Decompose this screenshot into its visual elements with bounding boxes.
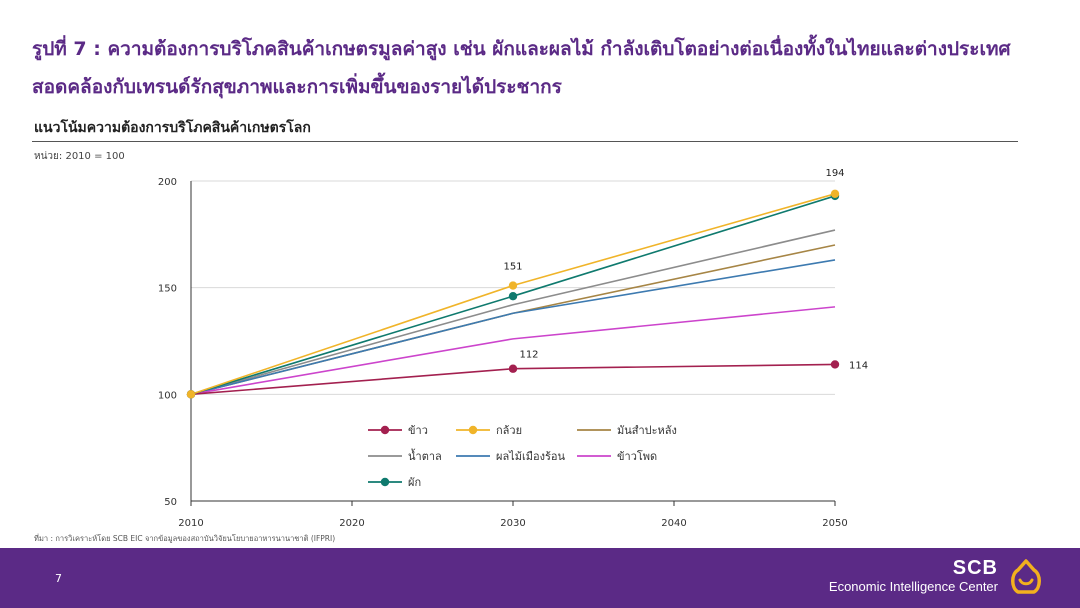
- legend-item: ผลไม้เมืองร้อน: [456, 450, 565, 463]
- y-tick-label: 50: [164, 497, 177, 508]
- unit-label: หน่วย: 2010 = 100: [34, 151, 125, 162]
- legend-item: ข้าวโพด: [577, 449, 657, 463]
- series-line-4: [190, 259, 836, 396]
- brand-block: SCB Economic Intelligence Center: [829, 558, 998, 596]
- brand-name: SCB: [952, 557, 998, 579]
- series-line-3: [190, 229, 836, 396]
- legend-item: ข้าว: [368, 424, 428, 437]
- legend-label: ข้าว: [408, 424, 428, 437]
- data-point-1: [186, 390, 196, 399]
- data-label: 114: [849, 360, 868, 371]
- x-tick-label: 2050: [822, 518, 847, 529]
- x-tick-label: 2030: [500, 518, 525, 529]
- data-label: 194: [825, 168, 844, 179]
- legend-marker: [468, 425, 478, 435]
- legend-marker: [380, 477, 390, 487]
- legend-label: มันสำปะหลัง: [617, 424, 677, 437]
- legend-item: น้ำตาล: [368, 448, 442, 463]
- data-label: 112: [519, 350, 538, 361]
- page-number: 7: [55, 572, 62, 585]
- legend-label: น้ำตาล: [408, 448, 442, 463]
- source-note: ที่มา : การวิเคราะห์โดย SCB EIC จากข้อมู…: [34, 534, 336, 543]
- scb-logo-icon: [1011, 559, 1041, 594]
- chart-title: แนวโน้มความต้องการบริโภคสินค้าเกษตรโลก: [34, 120, 311, 136]
- x-tick-label: 2040: [661, 518, 686, 529]
- brand-subtitle: Economic Intelligence Center: [828, 579, 998, 594]
- legend-item: ผัก: [368, 476, 421, 489]
- legend-item: มันสำปะหลัง: [577, 424, 677, 437]
- title-divider: [32, 141, 1018, 142]
- line-chart: 50 100 150 200 2010 2020 2030 2040 2050 194 151 112…: [158, 168, 868, 529]
- legend-label: ผลไม้เมืองร้อน: [496, 450, 565, 463]
- series-line-5: [190, 306, 836, 396]
- y-tick-label: 200: [158, 177, 177, 188]
- data-point-0: [508, 364, 518, 373]
- y-tick-label: 100: [158, 390, 177, 401]
- legend-marker: [380, 425, 390, 435]
- data-point-6: [508, 292, 518, 301]
- x-tick-label: 2020: [339, 518, 364, 529]
- y-tick-label: 150: [158, 284, 177, 295]
- data-point-0: [830, 360, 840, 369]
- data-point-1: [830, 189, 840, 198]
- legend-label: ข้าวโพด: [617, 449, 657, 463]
- data-label: 151: [503, 262, 522, 273]
- x-tick-label: 2010: [178, 518, 203, 529]
- slide-title: รูปที่ 7 : ความต้องการบริโภคสินค้าเกษตรม…: [32, 38, 1011, 98]
- data-point-1: [508, 281, 518, 290]
- footer-bar: 7 SCB Economic Intelligence Center: [0, 548, 1080, 608]
- legend-label: ผัก: [408, 476, 421, 489]
- legend-label: กล้วย: [496, 424, 522, 437]
- legend-item: กล้วย: [456, 424, 522, 437]
